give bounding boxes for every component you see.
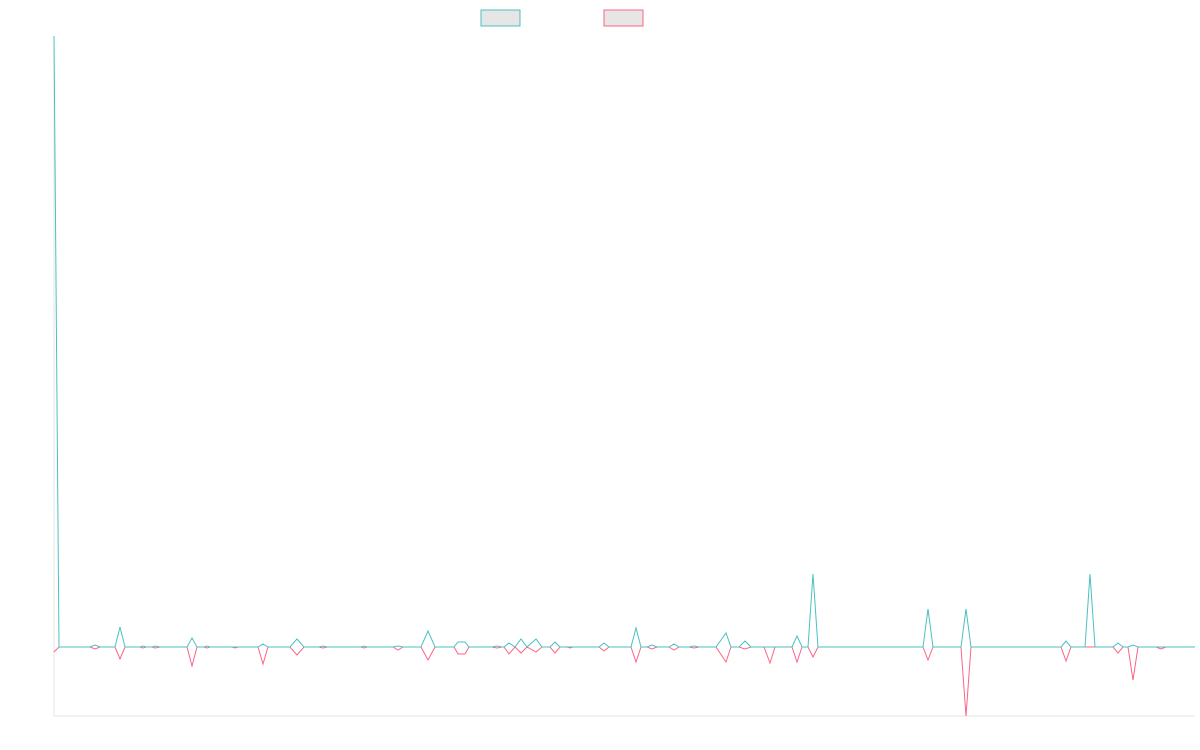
data-line	[53, 646, 1195, 717]
legend-swatch[interactable]	[480, 9, 521, 27]
data-line	[53, 35, 1195, 648]
legend-swatch[interactable]	[603, 9, 644, 27]
